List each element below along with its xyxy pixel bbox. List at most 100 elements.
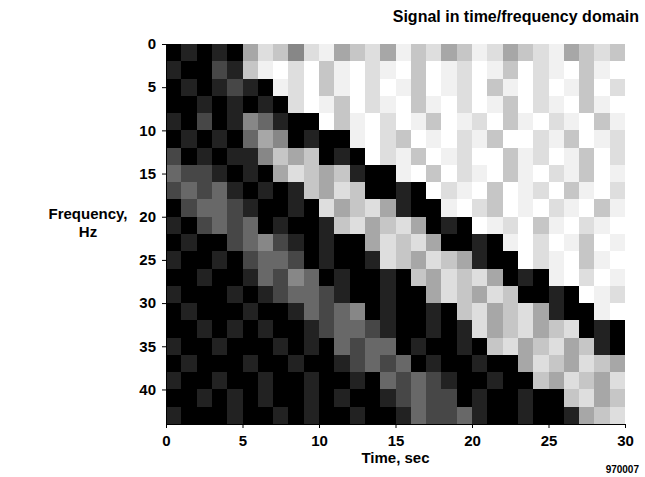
cell <box>396 113 412 131</box>
cell <box>610 338 625 356</box>
cell <box>380 269 396 287</box>
cell <box>243 113 259 131</box>
cell <box>166 407 182 424</box>
y-tick-label: 25 <box>139 251 156 268</box>
cell <box>564 407 580 424</box>
cell <box>396 96 412 114</box>
cell <box>288 113 304 131</box>
cell <box>258 303 274 321</box>
cell <box>396 251 412 269</box>
cell <box>472 355 488 373</box>
cell <box>594 407 610 424</box>
cell <box>227 303 243 321</box>
cell <box>334 199 350 217</box>
cell <box>350 320 366 338</box>
cell <box>365 79 381 97</box>
cell <box>380 79 396 97</box>
cell <box>197 407 213 424</box>
cell <box>487 61 503 79</box>
cell <box>350 113 366 131</box>
cell <box>365 303 381 321</box>
cell <box>396 130 412 148</box>
cell <box>457 217 473 235</box>
cell <box>365 182 381 200</box>
cell <box>334 269 350 287</box>
cell <box>197 165 213 183</box>
cell <box>227 96 243 114</box>
y-tick-label: 40 <box>139 381 156 398</box>
cell <box>503 130 519 148</box>
cell <box>304 320 320 338</box>
cell <box>472 389 488 407</box>
cell <box>273 407 289 424</box>
cell <box>503 251 519 269</box>
cell <box>396 199 412 217</box>
cell <box>350 286 366 304</box>
x-tick-label: 0 <box>162 432 170 449</box>
cell <box>396 182 412 200</box>
cell <box>441 355 457 373</box>
cell <box>288 269 304 287</box>
y-tick: 35 <box>139 338 166 355</box>
cell <box>212 251 228 269</box>
cell <box>304 217 320 235</box>
cell <box>518 320 534 338</box>
cell <box>396 355 412 373</box>
cell <box>564 79 580 97</box>
cell <box>564 182 580 200</box>
x-tick-label: 5 <box>239 432 247 449</box>
cell <box>212 96 228 114</box>
cell <box>380 320 396 338</box>
cell <box>181 338 197 356</box>
cell <box>288 182 304 200</box>
cell <box>564 286 580 304</box>
cell <box>594 355 610 373</box>
cell <box>579 286 595 304</box>
cell <box>227 165 243 183</box>
cell <box>181 96 197 114</box>
cell <box>380 182 396 200</box>
cell <box>243 148 259 166</box>
cell <box>181 269 197 287</box>
cell <box>457 130 473 148</box>
cell <box>411 251 427 269</box>
cell <box>472 96 488 114</box>
cell <box>258 355 274 373</box>
cell <box>411 44 427 62</box>
cell <box>487 303 503 321</box>
cell <box>181 372 197 390</box>
cell <box>304 96 320 114</box>
cell <box>549 130 565 148</box>
y-tick: 20 <box>139 208 166 225</box>
cell <box>243 320 259 338</box>
y-tick: 15 <box>139 165 166 182</box>
x-tick-mark <box>166 424 167 428</box>
cell <box>212 372 228 390</box>
cell <box>396 320 412 338</box>
cell <box>579 130 595 148</box>
cell <box>503 355 519 373</box>
cell <box>197 182 213 200</box>
cell <box>487 217 503 235</box>
cell <box>334 320 350 338</box>
cell <box>579 320 595 338</box>
cell <box>166 355 182 373</box>
cell <box>396 217 412 235</box>
cell <box>472 217 488 235</box>
cell <box>334 113 350 131</box>
cell <box>594 320 610 338</box>
cell <box>334 303 350 321</box>
cell <box>288 217 304 235</box>
cell <box>319 96 335 114</box>
cell <box>533 217 549 235</box>
cell <box>288 303 304 321</box>
cell <box>350 389 366 407</box>
cell <box>426 79 442 97</box>
cell <box>273 165 289 183</box>
cell <box>610 320 625 338</box>
cell <box>365 217 381 235</box>
cell <box>350 61 366 79</box>
cell <box>197 355 213 373</box>
cell <box>227 338 243 356</box>
cell <box>579 96 595 114</box>
